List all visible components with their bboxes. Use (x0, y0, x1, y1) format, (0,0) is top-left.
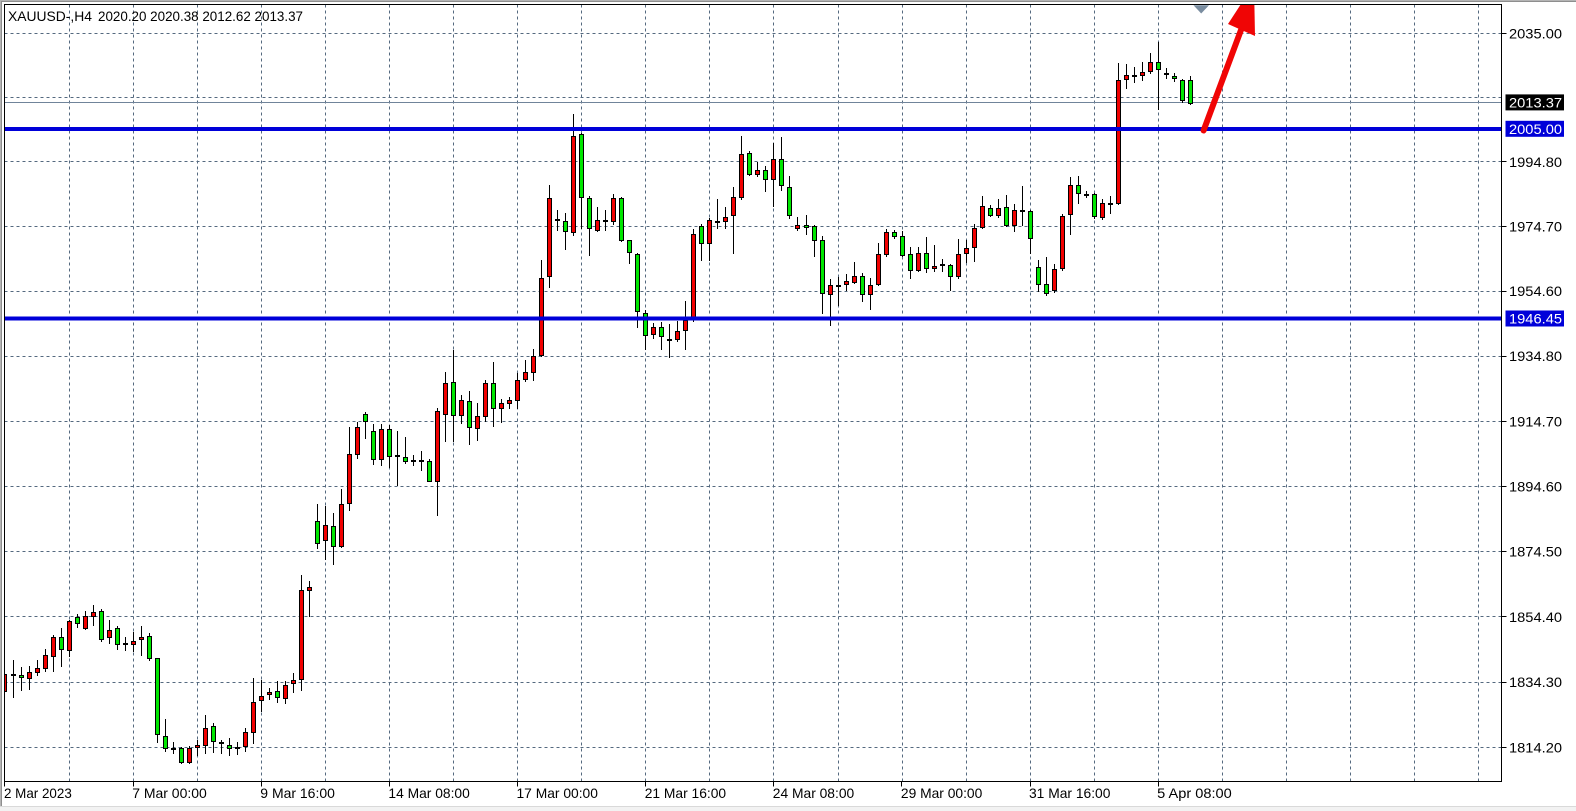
svg-text:1934.80: 1934.80 (1509, 348, 1562, 364)
svg-text:XAUUSD-,H4: XAUUSD-,H4 (8, 8, 92, 24)
svg-text:5 Apr 08:00: 5 Apr 08:00 (1157, 785, 1232, 801)
svg-text:29 Mar 00:00: 29 Mar 00:00 (901, 785, 983, 801)
svg-text:7 Mar 00:00: 7 Mar 00:00 (132, 785, 207, 801)
svg-text:1914.70: 1914.70 (1509, 413, 1562, 429)
svg-text:2035.00: 2035.00 (1509, 25, 1562, 41)
svg-text:14 Mar 08:00: 14 Mar 08:00 (388, 785, 470, 801)
svg-text:2020.20 2020.38 2012.62 2013.3: 2020.20 2020.38 2012.62 2013.37 (98, 8, 303, 24)
svg-text:17 Mar 00:00: 17 Mar 00:00 (517, 785, 599, 801)
svg-text:2005.00: 2005.00 (1509, 121, 1562, 137)
svg-text:1894.60: 1894.60 (1509, 478, 1562, 494)
svg-text:1946.45: 1946.45 (1509, 311, 1562, 327)
svg-text:1834.30: 1834.30 (1509, 674, 1562, 690)
svg-text:1994.80: 1994.80 (1509, 154, 1562, 170)
svg-text:9 Mar 16:00: 9 Mar 16:00 (260, 785, 335, 801)
svg-text:2013.37: 2013.37 (1509, 94, 1562, 110)
svg-text:1954.60: 1954.60 (1509, 283, 1562, 299)
svg-text:1874.50: 1874.50 (1509, 544, 1562, 560)
svg-text:21 Mar 16:00: 21 Mar 16:00 (645, 785, 727, 801)
svg-text:24 Mar 08:00: 24 Mar 08:00 (773, 785, 855, 801)
svg-text:1974.70: 1974.70 (1509, 218, 1562, 234)
svg-text:2 Mar 2023: 2 Mar 2023 (4, 785, 72, 801)
svg-text:1814.20: 1814.20 (1509, 739, 1562, 755)
svg-text:31 Mar 16:00: 31 Mar 16:00 (1029, 785, 1111, 801)
svg-text:1854.40: 1854.40 (1509, 609, 1562, 625)
